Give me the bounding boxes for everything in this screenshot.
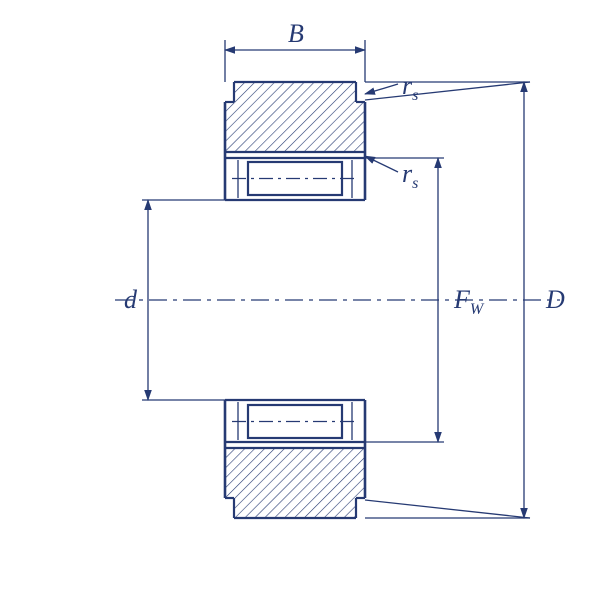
- bearing-diagram: Brs rs d FW D: [0, 0, 600, 600]
- dim-B-label: B: [288, 19, 304, 48]
- dim-rs1-label: rs: [402, 71, 418, 104]
- dim-D-label: D: [545, 285, 565, 314]
- dim-Fw-label: FW: [453, 285, 485, 318]
- outer-ring-bottom: [225, 448, 365, 518]
- dim-rs2-label: rs: [402, 159, 418, 192]
- outer-ring-top: [225, 82, 365, 152]
- dim-d-label: d: [124, 285, 138, 314]
